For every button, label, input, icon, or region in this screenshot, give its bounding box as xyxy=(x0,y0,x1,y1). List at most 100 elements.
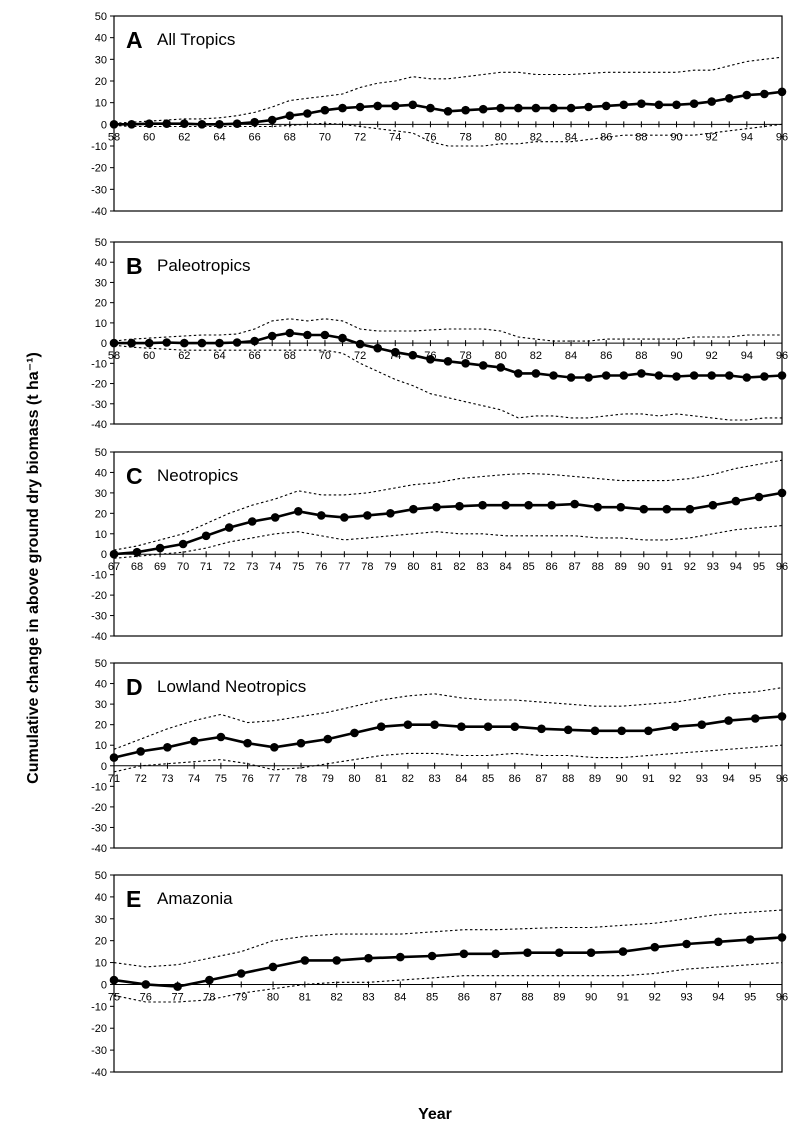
a-x-tick-label: 92 xyxy=(706,131,718,143)
c-x-tick-label: 75 xyxy=(292,561,304,573)
d-y-tick-label: 50 xyxy=(95,658,107,670)
a-data-point xyxy=(654,100,664,110)
panel-a: -40 -30 -20 -10 0 10 20 30 40 50 58 60 62 64 66 68 70 72 7… xyxy=(91,11,788,218)
a-y-tick-label: -20 xyxy=(91,163,107,175)
b-y-tick-label: -30 xyxy=(91,399,107,411)
e-data-point xyxy=(300,956,310,965)
a-data-point xyxy=(549,103,558,113)
c-x-tick-label: 92 xyxy=(684,561,696,573)
a-data-point xyxy=(777,87,787,97)
a-x-tick-label: 70 xyxy=(319,131,331,143)
a-x-tick-label: 62 xyxy=(178,131,190,143)
d-data-point xyxy=(697,720,707,729)
a-data-point xyxy=(127,120,136,129)
c-data-point xyxy=(662,504,672,514)
d-x-tick-label: 77 xyxy=(268,773,280,785)
b-y-tick-label: 40 xyxy=(95,257,107,269)
d-x-tick-label: 86 xyxy=(509,773,521,785)
d-x-tick-label: 95 xyxy=(749,773,761,785)
c-data-point xyxy=(294,507,303,516)
e-x-tick-label: 83 xyxy=(362,991,374,1003)
b-panel-title: Paleotropics xyxy=(157,256,251,275)
e-data-point xyxy=(586,948,596,957)
c-x-tick-label: 90 xyxy=(638,561,650,573)
c-data-point xyxy=(432,502,441,512)
e-panel-title: Amazonia xyxy=(157,889,233,908)
b-x-tick-label: 94 xyxy=(741,350,753,362)
a-data-point xyxy=(689,99,699,108)
b-data-point xyxy=(461,359,470,368)
d-data-point xyxy=(457,722,466,731)
c-y-tick-label: -40 xyxy=(91,631,107,643)
b-data-point xyxy=(619,371,629,380)
y-axis-title: Cumulative change in above ground dry bi… xyxy=(25,352,42,784)
b-data-point xyxy=(689,371,699,380)
e-y-tick-label: 0 xyxy=(101,979,107,991)
a-y-tick-label: 20 xyxy=(95,76,107,88)
a-data-point xyxy=(373,101,383,111)
a-x-tick-label: 94 xyxy=(741,131,753,143)
d-x-tick-label: 80 xyxy=(348,773,360,785)
e-y-tick-label: -40 xyxy=(91,1067,107,1079)
c-x-tick-label: 88 xyxy=(592,561,604,573)
e-y-tick-label: -30 xyxy=(91,1045,107,1057)
a-data-point xyxy=(584,102,593,112)
e-y-tick-label: -20 xyxy=(91,1023,107,1035)
b-data-point xyxy=(426,355,435,364)
b-data-point xyxy=(408,350,418,360)
a-x-tick-label: 88 xyxy=(635,131,647,143)
d-data-point xyxy=(590,726,600,736)
c-data-point xyxy=(501,500,510,510)
a-data-point xyxy=(303,109,312,118)
d-data-point xyxy=(270,743,279,752)
a-y-tick-label: -10 xyxy=(91,141,107,153)
e-x-tick-label: 91 xyxy=(617,991,629,1003)
a-data-point xyxy=(215,120,224,129)
c-x-tick-label: 85 xyxy=(522,561,534,573)
b-y-tick-label: 20 xyxy=(95,298,107,310)
a-data-point xyxy=(426,103,435,113)
c-x-tick-label: 79 xyxy=(384,561,396,573)
b-x-tick-label: 86 xyxy=(600,350,612,362)
e-x-tick-label: 81 xyxy=(299,991,311,1003)
e-y-tick-label: -10 xyxy=(91,1001,107,1013)
c-y-tick-label: -20 xyxy=(91,590,107,602)
a-x-tick-label: 64 xyxy=(213,131,225,143)
b-data-point xyxy=(144,338,154,348)
e-y-tick-label: 40 xyxy=(95,892,107,904)
e-x-tick-label: 76 xyxy=(140,991,152,1003)
b-data-point xyxy=(496,363,506,372)
b-y-tick-label: -40 xyxy=(91,419,107,431)
b-data-point xyxy=(197,338,207,348)
d-x-tick-label: 96 xyxy=(776,773,788,785)
a-data-point xyxy=(408,100,418,110)
d-data-point xyxy=(751,714,760,723)
d-x-tick-label: 79 xyxy=(322,773,334,785)
e-data-point xyxy=(173,982,182,991)
a-x-tick-label: 78 xyxy=(459,131,471,143)
a-data-point xyxy=(443,107,453,116)
c-plot-frame xyxy=(113,451,783,637)
c-data-point xyxy=(524,500,533,510)
e-data-point xyxy=(682,939,691,949)
a-x-tick-label: 96 xyxy=(776,131,788,143)
c-data-point xyxy=(570,499,579,509)
c-y-tick-label: 30 xyxy=(95,488,107,500)
d-data-point xyxy=(617,726,626,736)
c-y-tick-label: 10 xyxy=(95,529,107,541)
b-y-tick-label: 30 xyxy=(95,277,107,289)
c-panel-title: Neotropics xyxy=(157,466,238,485)
d-x-tick-label: 82 xyxy=(402,773,414,785)
e-data-point xyxy=(555,948,564,957)
c-data-point xyxy=(639,504,649,514)
d-data-point xyxy=(109,753,119,762)
d-x-tick-label: 81 xyxy=(375,773,387,785)
d-data-point xyxy=(189,736,199,746)
a-series-upper xyxy=(113,56,783,124)
a-data-point xyxy=(267,115,277,125)
a-panel-title: All Tropics xyxy=(157,30,235,49)
c-x-tick-label: 68 xyxy=(131,561,143,573)
a-y-tick-label: 10 xyxy=(95,98,107,110)
d-data-point xyxy=(777,712,787,721)
